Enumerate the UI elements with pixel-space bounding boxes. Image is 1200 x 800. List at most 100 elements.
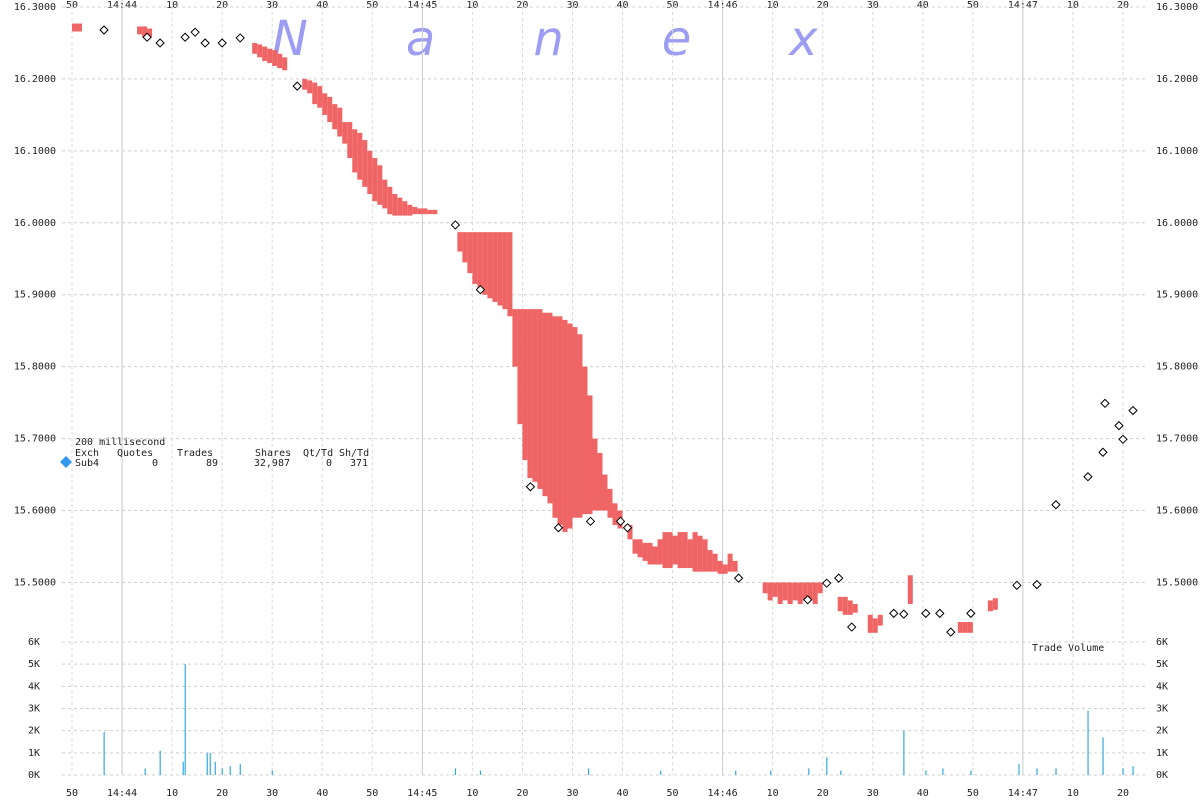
- quote-spread: [992, 598, 998, 610]
- quote-spread: [457, 232, 463, 252]
- quote-spread: [342, 122, 348, 144]
- quote-spread: [657, 539, 663, 565]
- volume-tick-label: 4K: [1156, 681, 1168, 692]
- x-tick-label: 14:47: [1008, 0, 1038, 11]
- volume-bar: [925, 770, 927, 775]
- quote-spread: [77, 23, 83, 32]
- quote-spread: [362, 140, 368, 187]
- quote-spread: [257, 44, 263, 58]
- x-tick-label: 10: [466, 0, 478, 11]
- y-tick-label: 16.2000: [1156, 74, 1198, 85]
- y-tick-label: 16.2000: [14, 74, 56, 85]
- volume-tick-label: 3K: [1156, 704, 1168, 715]
- y-tick-label: 15.8000: [14, 362, 56, 373]
- quote-spread: [562, 319, 568, 533]
- quote-spread: [577, 334, 583, 518]
- x-tick-label: 40: [616, 788, 628, 799]
- quote-spread: [627, 524, 633, 540]
- quote-spread: [462, 232, 468, 263]
- quote-spread: [637, 539, 643, 558]
- quote-spread: [782, 582, 788, 601]
- x-tick-label: 50: [967, 0, 979, 11]
- trade: [1083, 472, 1093, 482]
- x-tick-label: 14:45: [407, 788, 437, 799]
- quote-spread: [702, 539, 708, 572]
- quote-spread: [652, 546, 658, 565]
- quote-spread: [547, 312, 553, 504]
- y-tick-label: 15.9000: [14, 290, 56, 301]
- volume-bar: [942, 768, 944, 775]
- quote-spread: [507, 232, 513, 317]
- quote-spread: [137, 26, 143, 35]
- quote-spread: [407, 204, 413, 216]
- trade: [1051, 500, 1061, 510]
- volume-tick-label: 3K: [28, 704, 40, 715]
- x-tick-label: 50: [366, 0, 378, 11]
- quote-spread: [632, 539, 638, 554]
- quote-spread: [572, 327, 578, 518]
- volume-bar: [206, 752, 208, 775]
- quote-spread: [372, 158, 378, 202]
- quote-spread: [387, 186, 393, 215]
- volume-bar: [826, 757, 828, 775]
- quote-spread: [587, 395, 593, 515]
- x-tick-label: 40: [316, 788, 328, 799]
- quote-spread: [392, 194, 398, 216]
- x-tick-label: 30: [266, 0, 278, 11]
- trade: [217, 38, 227, 48]
- quote-spread: [847, 600, 853, 615]
- quote-spread: [877, 614, 883, 626]
- x-tick-label: 50: [667, 788, 679, 799]
- y-tick-label: 15.7000: [1156, 434, 1198, 445]
- volume-tick-label: 0K: [28, 770, 40, 781]
- trade: [1098, 447, 1108, 457]
- quote-spread: [312, 82, 318, 105]
- volume-bar: [239, 763, 241, 775]
- trade: [180, 32, 190, 42]
- quote-spread: [802, 582, 808, 601]
- quote-spread: [332, 104, 338, 130]
- x-tick-label: 14:46: [708, 788, 738, 799]
- volume-bar: [214, 761, 216, 775]
- x-tick-label: 10: [166, 788, 178, 799]
- quote-spread: [422, 208, 428, 215]
- volume-tick-label: 6K: [28, 637, 40, 648]
- quote-spread: [432, 209, 438, 215]
- x-tick-label: 30: [266, 788, 278, 799]
- y-tick-label: 16.1000: [14, 146, 56, 157]
- x-tick-label: 10: [466, 788, 478, 799]
- x-tick-label: 30: [867, 788, 879, 799]
- x-tick-label: 30: [566, 0, 578, 11]
- legend-header: Exch: [75, 448, 99, 459]
- quote-spread: [792, 582, 798, 601]
- quote-spread: [837, 596, 843, 612]
- quote-spread: [842, 596, 848, 615]
- trade: [475, 284, 486, 295]
- quote-spread: [147, 28, 153, 38]
- x-tick-label: 20: [216, 0, 228, 11]
- x-tick-label: 20: [817, 0, 829, 11]
- x-tick-label: 10: [767, 0, 779, 11]
- y-tick-label: 15.5000: [1156, 577, 1198, 588]
- legend-value: 0: [152, 458, 158, 469]
- volume-bar: [660, 770, 662, 775]
- trade: [450, 220, 461, 230]
- quote-spread: [717, 560, 723, 574]
- quote-spread: [467, 232, 473, 274]
- quote-spread: [852, 604, 858, 613]
- trade: [834, 573, 844, 583]
- quote-spread: [377, 165, 383, 205]
- quote-spread: [612, 503, 618, 525]
- volume-bar: [1087, 710, 1089, 775]
- volume-bar: [840, 770, 842, 775]
- x-tick-label: 50: [366, 788, 378, 799]
- trade: [921, 608, 931, 619]
- quote-spread: [482, 232, 488, 295]
- quote-spread: [907, 575, 913, 605]
- quote-spread: [272, 50, 278, 66]
- legend-header: Shares: [255, 448, 291, 459]
- volume-tick-label: 5K: [28, 659, 40, 670]
- quote-spread: [597, 452, 603, 511]
- trade: [585, 516, 596, 527]
